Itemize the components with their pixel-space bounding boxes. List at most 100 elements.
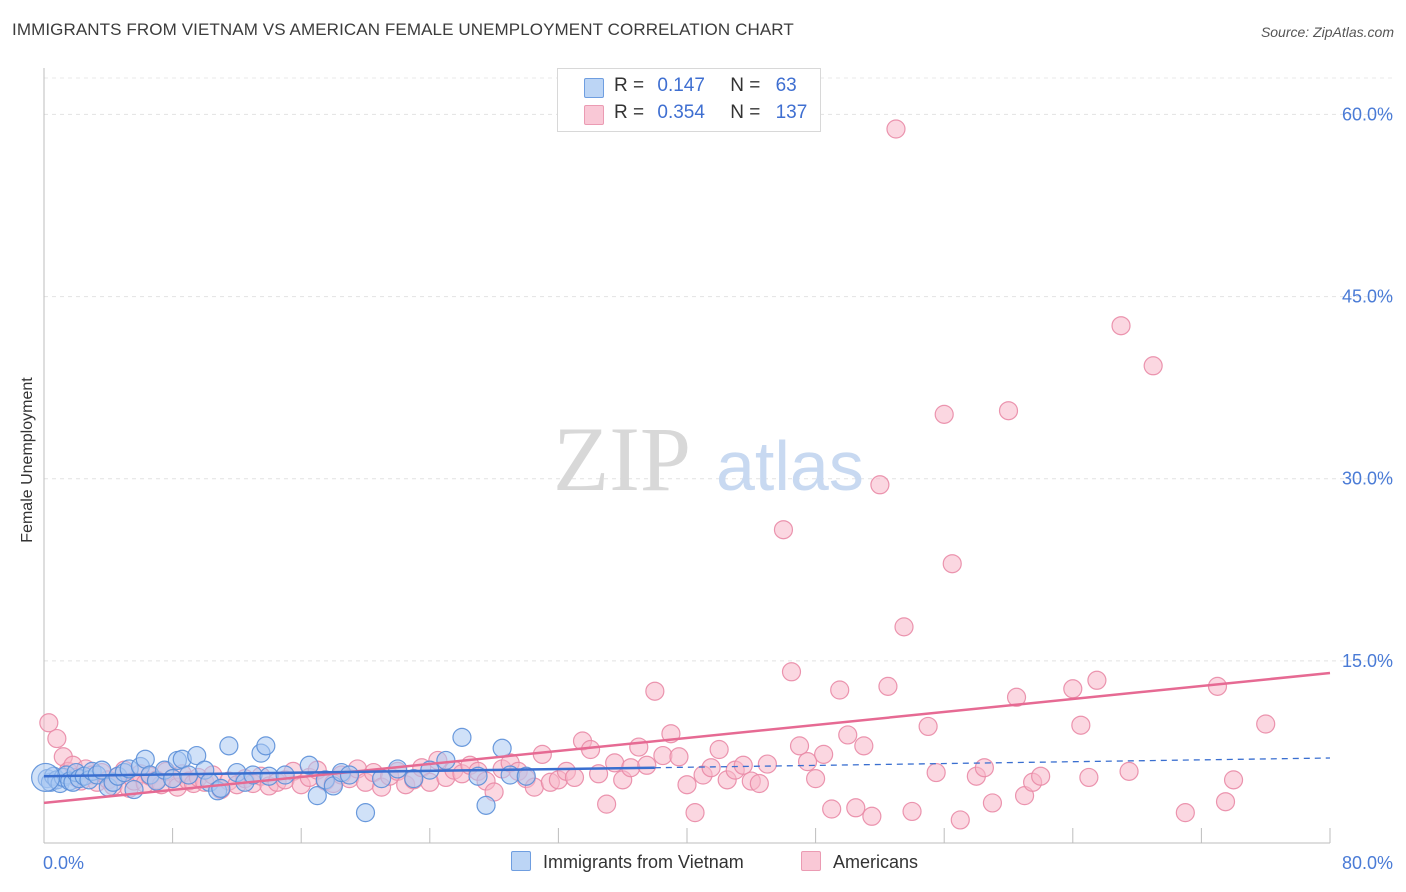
data-point-americans: [926, 762, 946, 783]
data-point-americans: [1175, 803, 1195, 823]
data-point-americans: [838, 725, 858, 745]
data-point-vietnam: [211, 778, 231, 798]
legend-r-value: 0.147: [657, 75, 705, 96]
data-point-americans: [1079, 767, 1099, 788]
trend-line-americans: [43, 671, 1331, 805]
data-point-vietnam: [135, 749, 155, 769]
data-point-vietnam: [404, 769, 424, 789]
data-point-americans: [797, 752, 818, 772]
tick-labels: 15.0% 30.0% 45.0% 60.0% 0.0% 80.0%: [43, 104, 1393, 873]
data-point-americans: [773, 520, 794, 540]
data-point-americans: [685, 803, 705, 823]
watermark-atlas: atlas: [716, 427, 864, 505]
legend-swatch-blue: [584, 78, 604, 98]
data-point-americans: [998, 401, 1019, 421]
y-tick-label: 45.0%: [1342, 287, 1393, 307]
legend-n-value: 63: [775, 75, 797, 96]
data-point-americans: [870, 475, 890, 495]
data-point-americans: [669, 747, 689, 767]
data-point-americans: [878, 676, 898, 696]
data-point-americans: [1063, 679, 1083, 699]
data-point-americans: [982, 793, 1003, 813]
legend-row-americans: R = 0.354 N = 137: [584, 102, 808, 125]
data-point-americans: [47, 728, 67, 749]
trend-line-vietnam: [43, 766, 655, 778]
data-point-vietnam: [275, 765, 295, 785]
bottom-legend-swatch-blue: [511, 851, 531, 871]
data-point-americans: [950, 810, 970, 830]
data-point-americans: [822, 799, 842, 819]
bottom-legend-americans: Americans: [801, 851, 918, 873]
y-tick-label: 30.0%: [1342, 469, 1393, 489]
y-axis-label: Female Unemployment: [19, 377, 36, 543]
data-point-americans: [902, 801, 922, 822]
trend-lines: [43, 671, 1331, 805]
data-point-americans: [805, 769, 826, 789]
data-point-vietnam: [259, 766, 279, 786]
legend-n-label: N =: [730, 102, 761, 123]
data-point-vietnam: [163, 769, 183, 789]
data-point-americans: [645, 681, 665, 701]
data-point-americans: [974, 758, 994, 778]
data-point-vietnam: [492, 738, 512, 758]
data-point-americans: [886, 119, 906, 139]
data-point-americans: [1207, 676, 1228, 696]
data-point-americans: [597, 794, 617, 814]
data-point-americans: [814, 744, 834, 764]
data-point-americans: [1223, 770, 1244, 790]
legend-r-label: R =: [614, 75, 645, 96]
x-tick-label: 80.0%: [1342, 853, 1393, 873]
data-point-vietnam: [299, 755, 319, 775]
data-point-vietnam: [124, 779, 144, 800]
watermark-zip: ZIP: [553, 408, 691, 510]
data-point-vietnam: [516, 766, 536, 786]
y-tick-label: 15.0%: [1342, 651, 1393, 671]
data-point-americans: [701, 758, 721, 778]
source-credit: Source: ZipAtlas.com: [1260, 24, 1394, 40]
data-point-americans: [564, 767, 585, 788]
data-point-americans: [1215, 792, 1236, 812]
data-point-vietnam: [307, 786, 327, 806]
data-point-americans: [1006, 687, 1027, 707]
legend-r-value: 0.354: [657, 102, 705, 123]
data-point-vietnam: [256, 736, 276, 756]
bottom-legend-label-vietnam: Immigrants from Vietnam: [543, 852, 744, 872]
data-point-americans: [1256, 714, 1276, 734]
data-point-americans: [1119, 761, 1139, 781]
data-point-americans: [894, 617, 914, 637]
data-point-americans: [846, 798, 866, 818]
data-point-americans: [637, 755, 657, 775]
data-point-americans: [789, 736, 810, 756]
data-point-vietnam: [452, 727, 472, 747]
data-point-americans: [677, 775, 697, 795]
data-point-americans: [1111, 316, 1131, 336]
data-point-americans: [1071, 715, 1091, 735]
legend-r-label: R =: [614, 102, 645, 123]
data-point-vietnam: [187, 745, 207, 766]
legend-box: R = 0.147 N = 63 R = 0.354 N = 137: [557, 68, 821, 132]
trend-line-vietnam-extrapolated: [654, 757, 1331, 769]
data-point-americans: [942, 554, 962, 574]
chart-title: IMMIGRANTS FROM VIETNAM VS AMERICAN FEMA…: [12, 20, 794, 39]
data-point-americans: [39, 713, 59, 733]
legend-n-value: 137: [775, 102, 808, 123]
data-point-americans: [862, 806, 882, 826]
data-point-americans: [918, 716, 938, 737]
bottom-legend-vietnam: Immigrants from Vietnam: [511, 851, 744, 873]
data-point-vietnam: [339, 765, 360, 785]
data-point-vietnam: [219, 736, 239, 756]
legend-n-label: N =: [730, 75, 761, 96]
data-point-americans: [854, 736, 874, 756]
axes: [43, 68, 1331, 844]
data-point-vietnam: [468, 766, 488, 786]
legend-row-vietnam: R = 0.147 N = 63: [584, 75, 797, 98]
bottom-legend-swatch-pink: [801, 851, 821, 871]
data-point-americans: [830, 680, 850, 700]
data-point-americans: [757, 754, 777, 774]
x-tick-label: 0.0%: [43, 853, 84, 873]
data-point-americans: [653, 745, 673, 766]
data-point-americans: [629, 737, 649, 757]
data-point-americans: [781, 662, 802, 682]
data-point-americans: [934, 404, 954, 424]
data-point-vietnam: [476, 795, 496, 815]
